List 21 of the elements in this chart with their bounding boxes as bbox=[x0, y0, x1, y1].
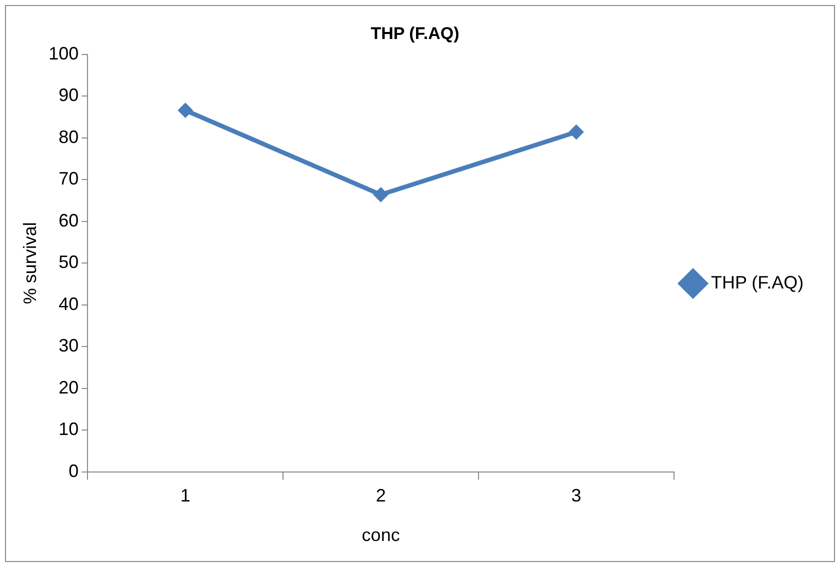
y-tick-label: 10 bbox=[58, 419, 79, 440]
x-tick-label: 2 bbox=[376, 486, 386, 506]
legend-label: THP (F.AQ) bbox=[711, 272, 804, 292]
y-tick-label: 20 bbox=[58, 377, 79, 398]
point bbox=[178, 102, 193, 118]
y-tick-label: 50 bbox=[58, 252, 79, 272]
y-tick-label: 100 bbox=[48, 43, 79, 64]
chart-title: THP (F.AQ) bbox=[370, 24, 460, 43]
y-tick-label: 60 bbox=[58, 210, 79, 230]
y-axis-title: % survival bbox=[20, 222, 40, 304]
x-tick-label: 1 bbox=[180, 486, 190, 506]
x-tick-label: 3 bbox=[571, 486, 582, 506]
y-tick-label: 90 bbox=[58, 85, 79, 106]
y-tick-label: 0 bbox=[68, 460, 79, 481]
y-tick-label: 80 bbox=[58, 126, 79, 147]
point bbox=[568, 124, 584, 140]
y-tick-label: 30 bbox=[58, 336, 79, 356]
y-tick-label: 70 bbox=[58, 168, 79, 189]
x-axis-title: conc bbox=[362, 525, 400, 546]
y-tick-label: 40 bbox=[58, 294, 79, 314]
point bbox=[373, 187, 388, 202]
